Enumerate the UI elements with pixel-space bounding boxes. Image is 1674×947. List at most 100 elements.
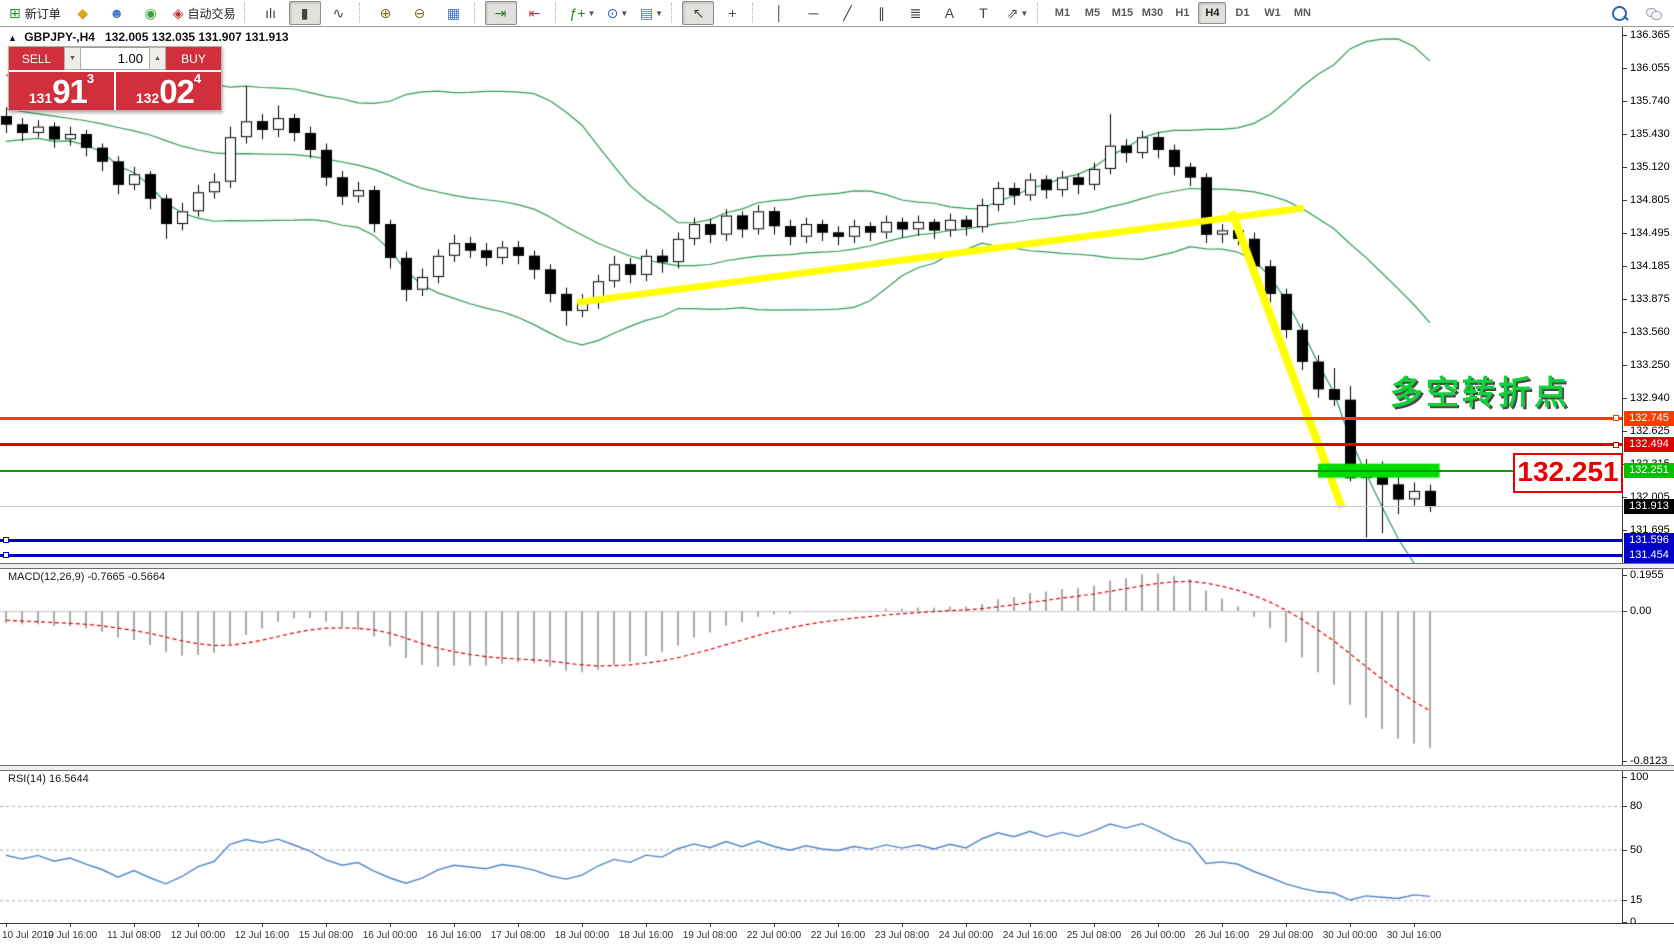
vertical-line-button[interactable]: │	[763, 1, 795, 25]
time-tick	[1286, 924, 1287, 927]
time-label: 23 Jul 08:00	[874, 930, 930, 941]
sell-button[interactable]: SELL	[9, 47, 64, 70]
indicators-icon: ƒ+	[569, 5, 586, 21]
cursor-button[interactable]: ↖	[682, 1, 715, 25]
horizontal-line-button[interactable]: ─	[797, 1, 829, 25]
community-button[interactable]	[1637, 1, 1669, 25]
time-tick	[1030, 924, 1031, 927]
time-label: 25 Jul 08:00	[1066, 930, 1122, 941]
templates-button[interactable]: ▤ ▼	[635, 1, 667, 25]
main-toolbar: ⊞ 新订单 ◆ ☻ ◉ ◈ 自动交易 ılı ▮ ∿ ⊕ ⊖ ▦ ⇥ ⇤ ƒ+ ▼ ⊙ ▼ ▤ ▼ ↖ + │ ─ ╱ ∥ ≣ A T ⇗ ▼…	[0, 0, 1674, 27]
text-label-icon: T	[979, 5, 988, 21]
turning-point-annotation[interactable]: 多空转折点	[1390, 373, 1570, 411]
buy-price-sup: 4	[193, 71, 202, 86]
trendline-icon: ╱	[843, 5, 852, 21]
resistance-line-2[interactable]	[0, 443, 1622, 447]
resistance-line-1[interactable]	[0, 416, 1622, 420]
timeframe-m30-button[interactable]: M30	[1141, 7, 1164, 19]
bar-chart-button[interactable]: ılı	[255, 1, 287, 25]
volume-up-button[interactable]: ▲	[149, 47, 166, 70]
tile-windows-button[interactable]: ▦	[438, 1, 470, 25]
fibonacci-icon: ≣	[909, 5, 922, 21]
time-label: 29 Jul 08:00	[1258, 930, 1314, 941]
timeframe-d1-button[interactable]: D1	[1235, 7, 1250, 19]
new-order-button[interactable]: ⊞ 新订单	[5, 1, 65, 25]
axis-tick	[1623, 332, 1627, 334]
timeframe-mn-button[interactable]: MN	[1293, 7, 1311, 19]
cursor-icon: ↖	[692, 5, 705, 21]
profiles-button[interactable]: ☻	[101, 1, 133, 25]
time-tick	[646, 924, 647, 927]
arrows-dropdown-icon[interactable]: ▼	[1020, 8, 1029, 18]
panel-separator-macd-rsi[interactable]	[0, 765, 1674, 771]
timeframe-m1-button[interactable]: M1	[1054, 7, 1071, 19]
crosshair-button[interactable]: +	[716, 1, 748, 25]
templates-dropdown-icon[interactable]: ▼	[655, 8, 664, 18]
pivot-line[interactable]	[0, 469, 1622, 472]
bid-line[interactable]	[0, 505, 1622, 507]
price-tick-label: 135.430	[1630, 128, 1670, 141]
line-chart-button[interactable]: ∿	[323, 1, 355, 25]
auto-trading-label: 自动交易	[187, 6, 236, 21]
equidistant-channel-button[interactable]: ∥	[865, 1, 897, 25]
text-button[interactable]: A	[933, 1, 965, 25]
axis-tick	[1623, 806, 1627, 807]
sell-price-tile[interactable]: 131 91 3	[9, 72, 116, 110]
buy-price-tile[interactable]: 132 02 4	[116, 72, 221, 110]
indicators-dropdown-icon[interactable]: ▼	[587, 8, 596, 18]
auto-scroll-button[interactable]: ⇥	[484, 1, 517, 25]
collapse-panel-icon[interactable]: ▲	[8, 33, 17, 43]
trendline-button[interactable]: ╱	[831, 1, 863, 25]
periods-button[interactable]: ⊙ ▼	[601, 1, 633, 25]
eraser-button[interactable]: ◆	[67, 1, 99, 25]
buy-button[interactable]: BUY	[166, 47, 221, 70]
timeframe-h4-button[interactable]: H4	[1198, 2, 1227, 24]
timeframe-m15-button[interactable]: M15	[1111, 7, 1134, 19]
price-axis[interactable]: 136.365 136.055 135.740 135.430 135.120 134.8…	[1622, 27, 1674, 928]
resistance-line-2-price-tag: 132.494	[1624, 437, 1674, 453]
time-tick	[774, 924, 775, 927]
resistance-line-2-handle[interactable]	[1613, 441, 1619, 448]
rsi-panel-canvas[interactable]	[0, 771, 1622, 923]
zoom-out-button[interactable]: ⊖	[404, 1, 436, 25]
volume-input[interactable]	[81, 47, 149, 70]
axis-tick	[1623, 922, 1627, 923]
panel-separator-main-macd[interactable]	[0, 563, 1674, 569]
signal-button[interactable]: ◉	[135, 1, 167, 25]
arrows-button[interactable]: ⇗ ▼	[1001, 1, 1033, 25]
main-chart-canvas[interactable]	[0, 27, 1622, 563]
chart-shift-button[interactable]: ⇤	[519, 1, 551, 25]
indicators-button[interactable]: ƒ+ ▼	[566, 1, 600, 25]
volume-down-button[interactable]: ▼	[64, 47, 81, 70]
toolbar-separator	[671, 3, 678, 23]
axis-tick	[1623, 761, 1627, 762]
resistance-line-1-handle[interactable]	[1613, 415, 1619, 422]
fibonacci-button[interactable]: ≣	[899, 1, 931, 25]
axis-tick	[1623, 364, 1627, 366]
text-label-button[interactable]: T	[967, 1, 999, 25]
time-tick	[1350, 924, 1351, 927]
symbol-header: ▲ GBPJPY-,H4 132.005 132.035 131.907 131…	[8, 30, 289, 44]
search-button[interactable]	[1603, 1, 1635, 25]
support-line-1[interactable]	[0, 538, 1622, 542]
axis-tick	[1623, 233, 1627, 235]
auto-trading-button[interactable]: ◈ 自动交易	[169, 1, 240, 25]
support-line-2-handle[interactable]	[3, 552, 9, 559]
buy-price-big: 02	[159, 73, 195, 110]
candlestick-button[interactable]: ▮	[288, 1, 321, 25]
timeframe-h1-button[interactable]: H1	[1175, 7, 1190, 19]
periods-dropdown-icon[interactable]: ▼	[620, 8, 629, 18]
time-axis[interactable]: 10 Jul 2019 10 Jul 16:00 11 Jul 08:00 12 Ju…	[0, 923, 1674, 947]
macd-panel-canvas[interactable]	[0, 569, 1622, 765]
macd-tick-label: 0.00	[1630, 605, 1652, 618]
timeframe-m5-button[interactable]: M5	[1084, 7, 1101, 19]
support-line-2[interactable]	[0, 553, 1622, 557]
time-tick	[902, 924, 903, 927]
timeframe-w1-button[interactable]: W1	[1264, 7, 1281, 19]
axis-tick	[1623, 298, 1627, 300]
price-level-text-box[interactable]: 132.251	[1513, 452, 1623, 493]
price-tick-label: 136.365	[1630, 29, 1670, 41]
symbol-name: GBPJPY-,H4	[24, 30, 95, 44]
support-line-1-handle[interactable]	[3, 537, 9, 544]
zoom-in-button[interactable]: ⊕	[370, 1, 402, 25]
